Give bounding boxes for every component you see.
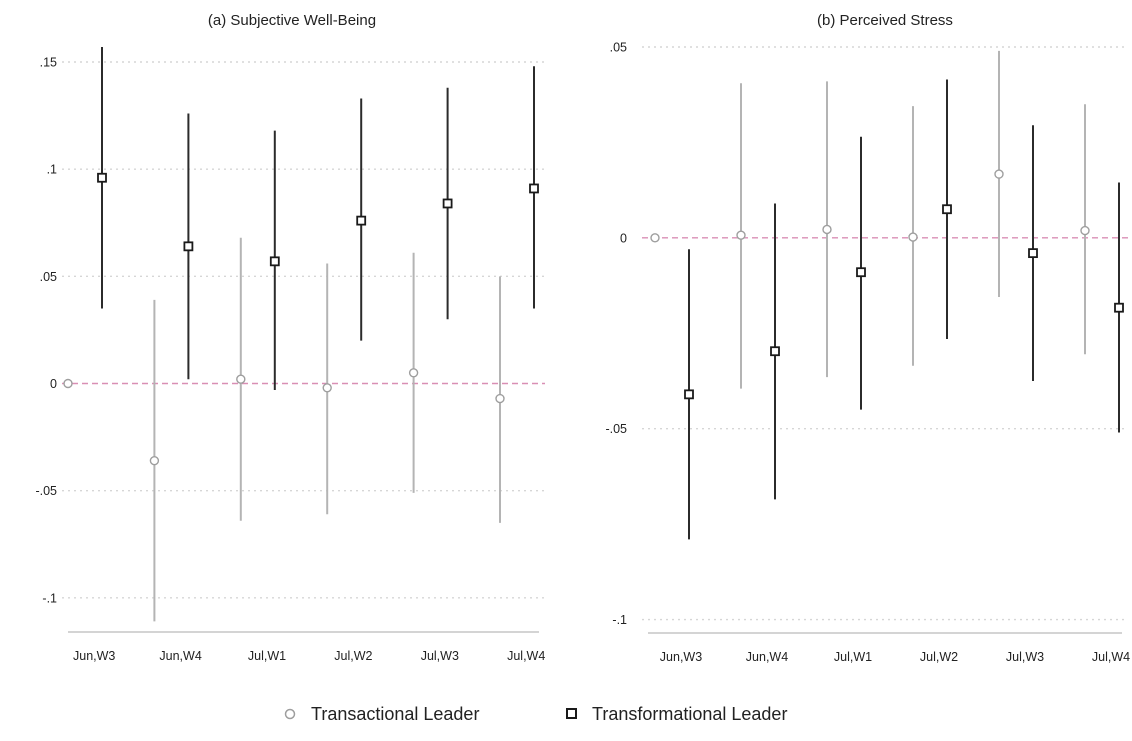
panel-b-y-tick-label: .05 [610, 41, 627, 55]
panel-a-x-tick-label: Jun,W4 [159, 649, 201, 663]
panel-b-transactional-point [908, 232, 918, 242]
legend-transformational-marker [566, 708, 577, 719]
panel-b-transactional-point [1080, 225, 1090, 236]
panel-b-transactional-point [650, 233, 660, 243]
panel-a-transformational-point [269, 256, 280, 267]
panel-a-y-tick-label: -.05 [35, 484, 57, 498]
panel-a-transformational-point [97, 172, 107, 183]
panel-a-x-tick-label: Jul,W2 [334, 649, 372, 663]
panel-b-transformational-point [942, 204, 952, 215]
panel-b-transactional-point [994, 169, 1004, 179]
panel-b-y-tick-label: -.1 [612, 613, 627, 627]
panel-a-x-tick-label: Jun,W3 [73, 649, 115, 663]
panel-b-title: (b) Perceived Stress [817, 12, 953, 29]
panel-a-transformational-point [442, 198, 453, 209]
panel-a-y-tick-label: .15 [40, 56, 57, 70]
panel-b-x-tick-label: Jun,W3 [660, 650, 702, 664]
panel-b-transactional-point [822, 224, 832, 235]
panel-b-transactional-point [736, 230, 746, 240]
panel-b-transformational-point [1028, 248, 1038, 259]
panel-b-transformational-point [1114, 302, 1124, 313]
panel-a-transactional-point [322, 383, 332, 393]
panel-a-transactional-point [63, 378, 73, 389]
panel-b-transformational-point [684, 389, 694, 400]
panel-a-transformational-point [356, 215, 367, 226]
panel-b-x-tick-label: Jul,W2 [920, 650, 958, 664]
panel-a-y-tick-label: -.1 [42, 591, 57, 605]
panel-a-transformational-point [529, 183, 539, 194]
panel-b-transformational-point [856, 267, 866, 278]
panel-a-transformational-point [183, 241, 194, 252]
panel-b-x-tick-label: Jul,W3 [1006, 650, 1044, 664]
panel-a-y-tick-label: .05 [40, 270, 57, 284]
panel-b-x-tick-label: Jul,W4 [1092, 650, 1130, 664]
legend-transactional-label: Transactional Leader [311, 704, 479, 724]
panel-a-x-tick-label: Jul,W3 [421, 649, 459, 663]
panel-a-transactional-point [408, 368, 419, 378]
legend-transactional-marker [284, 708, 296, 720]
panel-b-transformational-point [770, 346, 780, 357]
panel-a-y-tick-label: .1 [47, 163, 57, 177]
panel-a-transactional-point [149, 455, 160, 466]
panel-a-x-tick-label: Jul,W1 [248, 649, 286, 663]
legend-transformational-label: Transformational Leader [592, 704, 787, 724]
panel-b-x-tick-label: Jun,W4 [746, 650, 788, 664]
panel-a-transactional-point [236, 374, 246, 384]
panel-a-transactional-point [495, 393, 505, 404]
panel-a-title: (a) Subjective Well-Being [208, 12, 376, 29]
panel-a-y-tick-label: 0 [50, 377, 57, 391]
panel-b-x-tick-label: Jul,W1 [834, 650, 872, 664]
panel-a-x-tick-label: Jul,W4 [507, 649, 545, 663]
panel-b-y-tick-label: -.05 [605, 422, 627, 436]
panel-b-y-tick-label: 0 [620, 231, 627, 245]
